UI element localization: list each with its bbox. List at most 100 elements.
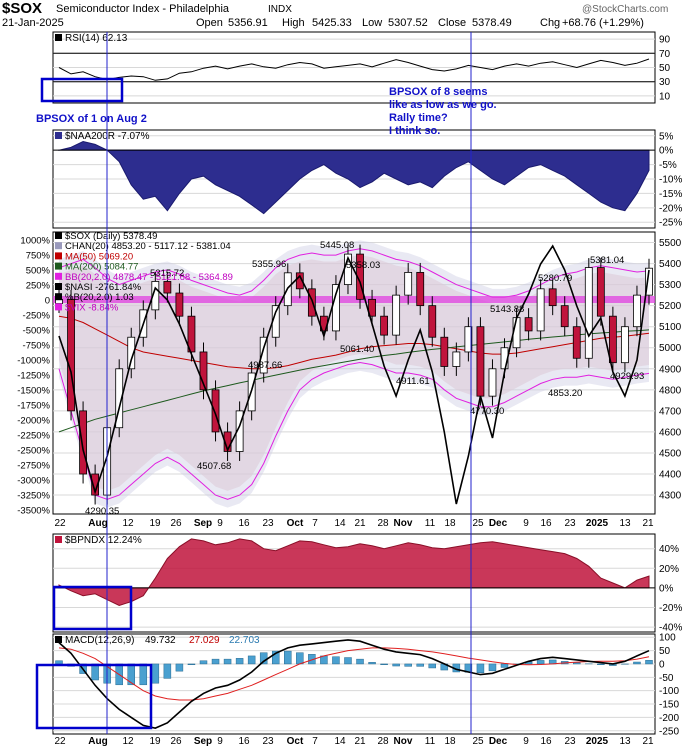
macd-histogram-bar xyxy=(271,650,280,665)
candle xyxy=(199,351,208,391)
price-legend-swatch-0 xyxy=(55,232,62,239)
x-tick-label-0-12: 21 xyxy=(354,518,366,529)
naa-tick-label-1: 0% xyxy=(659,146,674,157)
macd-histogram-bar xyxy=(573,662,581,665)
price-label-6: 5143.88 xyxy=(490,304,524,315)
x-tick-label-1-22: 2025 xyxy=(586,736,609,747)
nasi-tick-label-9: -1250% xyxy=(17,371,50,382)
x-tick-label-0-22: 2025 xyxy=(586,518,609,529)
candle xyxy=(608,315,617,364)
price-legend-swatch-5 xyxy=(55,283,62,290)
naa-tick-label-4: -15% xyxy=(659,189,682,200)
rsi-tick-label-0: 90 xyxy=(659,35,671,46)
high-value: 5425.33 xyxy=(312,17,352,29)
candle xyxy=(91,473,100,496)
macd-histogram-bar xyxy=(476,663,485,674)
macd-tick-label-4: -100 xyxy=(659,686,679,697)
date-label: 21-Jan-2025 xyxy=(2,17,64,29)
macd-histogram-bar xyxy=(151,663,160,684)
candle xyxy=(416,272,425,307)
annotation-left-note: BPSOX of 1 on Aug 2 xyxy=(36,113,147,125)
low-value: 5307.52 xyxy=(388,17,428,29)
price-tick-label-2: 5300 xyxy=(659,280,682,291)
macd-legend-v3: 22.703 xyxy=(229,635,260,646)
macd-signal-line xyxy=(58,647,650,701)
x-tick-label-1-2: 12 xyxy=(122,736,134,747)
price-label-4: 5381.04 xyxy=(590,255,624,266)
x-tick-label-0-13: 28 xyxy=(377,518,389,529)
macd-legend-v1: 49.732 xyxy=(145,635,176,646)
annotation-box-rsi xyxy=(40,77,124,103)
naa-tick-label-5: -20% xyxy=(659,203,682,214)
macd-histogram-bar xyxy=(247,655,256,665)
symbol-label: $SOX xyxy=(2,0,43,17)
macd-histogram-bar xyxy=(500,663,509,668)
candle xyxy=(187,315,196,353)
x-tick-label-1-13: 28 xyxy=(377,736,389,747)
bpndx-legend-swatch xyxy=(55,536,62,543)
x-tick-label-0-9: Oct xyxy=(287,518,304,529)
candle xyxy=(79,410,87,475)
high-label: High xyxy=(282,17,305,29)
macd-histogram-bar xyxy=(392,663,400,667)
candle xyxy=(488,368,497,397)
price-tick-label-5: 5000 xyxy=(659,343,682,354)
chg-label: Chg xyxy=(540,17,561,29)
x-tick-label-0-8: 23 xyxy=(262,518,274,529)
x-tick-label-0-23: 13 xyxy=(619,518,631,529)
candle xyxy=(211,389,220,433)
x-tick-label-0-6: 9 xyxy=(217,518,223,529)
price-tick-label-3: 5200 xyxy=(659,301,682,312)
bb-lower-line xyxy=(58,361,650,500)
x-tick-label-0-2: 12 xyxy=(122,518,134,529)
nasi-tick-label-4: 0 xyxy=(45,296,50,307)
price-legend-3: MA(200) 5084.77 xyxy=(65,262,138,273)
annotation-right-note-2: Rally time? xyxy=(389,112,448,124)
macd-tick-label-3: -50 xyxy=(659,673,674,684)
macd-legend-v2: 27.029 xyxy=(189,635,220,646)
x-tick-label-0-20: 16 xyxy=(540,518,552,529)
nasi-tick-label-1: 750% xyxy=(26,251,51,262)
price-tick-label-1: 5400 xyxy=(659,259,682,270)
candle xyxy=(163,281,172,294)
low-label: Low xyxy=(362,17,383,29)
x-tick-label-0-7: 16 xyxy=(238,518,250,529)
macd-histogram-bar xyxy=(199,660,208,665)
price-label-0: 5315.72 xyxy=(150,268,184,279)
macd-histogram-bar xyxy=(163,663,172,679)
price-legend-swatch-2 xyxy=(55,252,62,260)
naa-tick-label-2: -5% xyxy=(659,160,677,171)
x-tick-label-1-3: 19 xyxy=(149,736,161,747)
macd-histogram-bar xyxy=(536,660,545,665)
nasi-tick-label-15: -2750% xyxy=(17,461,50,472)
nasi-tick-label-7: -750% xyxy=(23,341,51,352)
price-legend-7: $VIX -8.84% xyxy=(65,302,119,313)
x-tick-label-1-1: Aug xyxy=(88,736,107,747)
price-label-10: 4770.30 xyxy=(470,406,504,417)
candle xyxy=(127,336,136,370)
x-tick-label-1-14: Nov xyxy=(394,736,413,747)
macd-tick-label-5: -150 xyxy=(659,700,679,711)
macd-histogram-bar xyxy=(597,663,605,665)
x-tick-label-1-8: 23 xyxy=(262,736,274,747)
annotation-right-note-0: BPSOX of 8 seems xyxy=(389,86,487,98)
candle xyxy=(584,267,593,359)
x-tick-label-1-11: 14 xyxy=(334,736,346,747)
price-legend-0: $SOX (Daily) 5378.49 xyxy=(65,231,157,242)
vix-area xyxy=(59,255,649,491)
candle xyxy=(175,292,184,317)
macd-histogram-bar xyxy=(139,663,148,686)
x-tick-label-0-19: 9 xyxy=(523,518,529,529)
price-label-8: 4987.66 xyxy=(248,360,282,371)
x-tick-label-0-21: 23 xyxy=(564,518,576,529)
nasi-tick-label-0: 1000% xyxy=(20,236,50,247)
macd-histogram-bar xyxy=(332,656,340,665)
candle xyxy=(645,267,653,296)
x-tick-label-0-15: 11 xyxy=(425,518,436,529)
naa-tick-label-3: -10% xyxy=(659,175,682,186)
x-tick-label-0-24: 21 xyxy=(642,518,654,529)
macd-histogram-bar xyxy=(368,662,376,665)
nasi-tick-label-12: -2000% xyxy=(17,416,50,427)
candle xyxy=(560,305,569,328)
price-legend-swatch-7 xyxy=(55,303,62,311)
